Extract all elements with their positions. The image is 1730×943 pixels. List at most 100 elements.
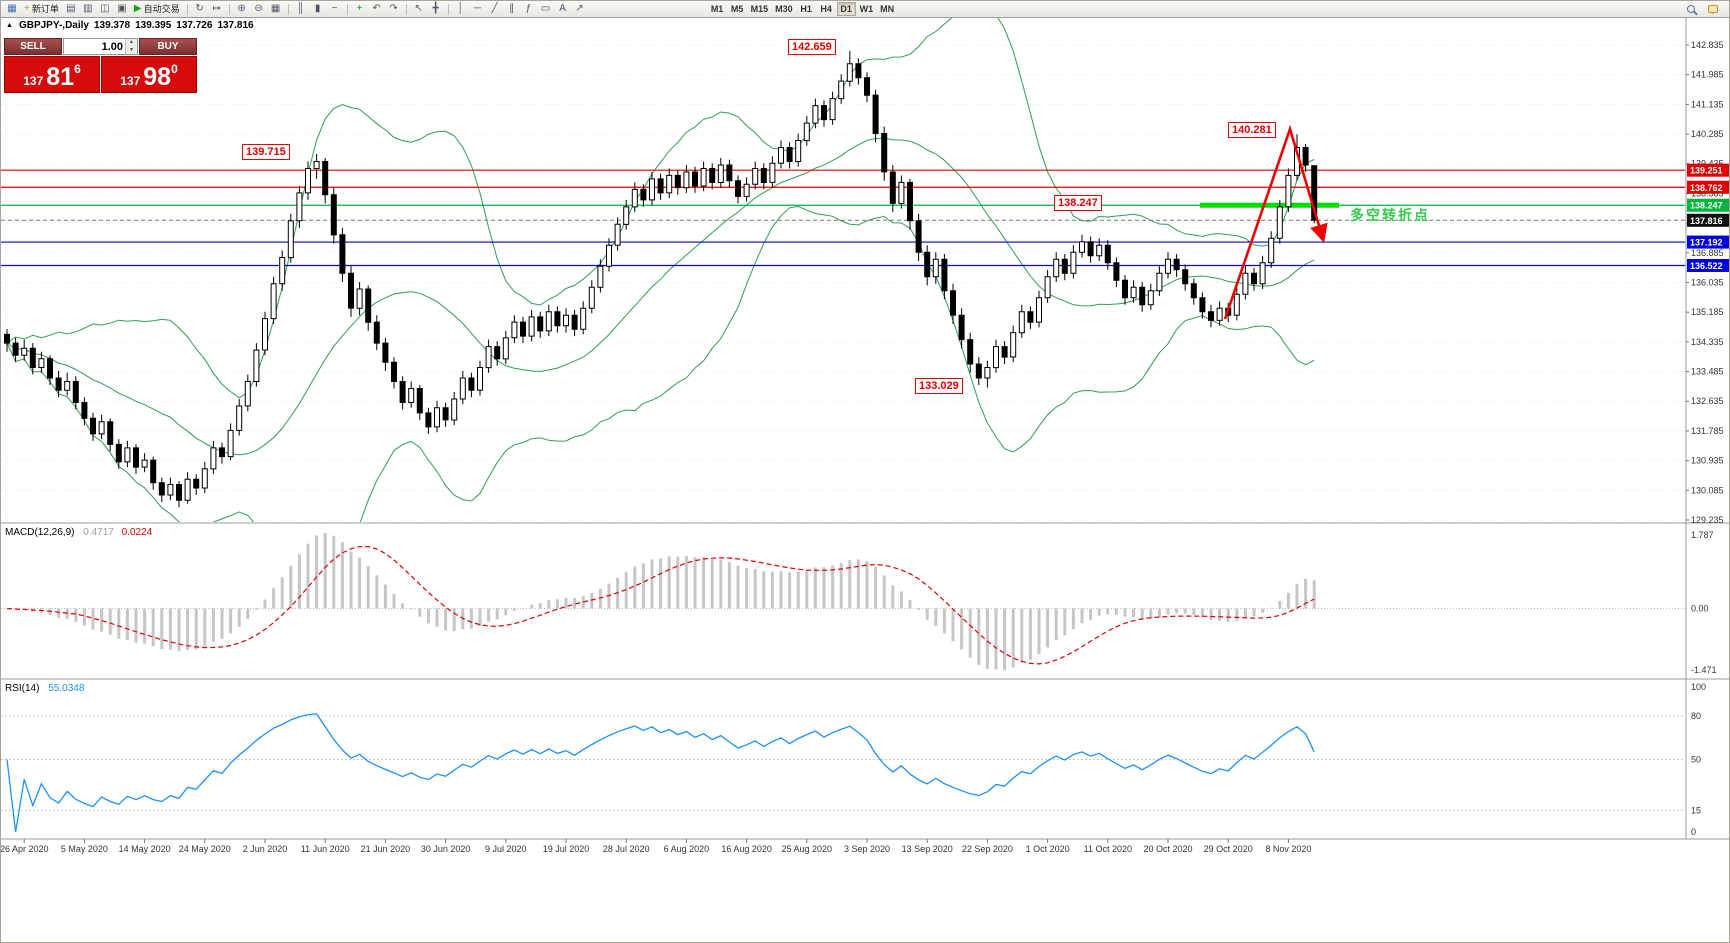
- arrow-polyline[interactable]: [1223, 124, 1328, 320]
- macd-panel: [1, 533, 1685, 670]
- bars-chart-button[interactable]: ║: [293, 2, 309, 16]
- search-button[interactable]: [1683, 2, 1699, 16]
- timeframe-H4-button[interactable]: H4: [817, 2, 836, 16]
- timeframe-MN-button[interactable]: MN: [877, 2, 897, 16]
- volume-value: 1.00: [101, 40, 123, 53]
- cursor-button[interactable]: ↖: [411, 2, 427, 16]
- quote-low: 137.726: [176, 20, 213, 31]
- timeframe-M15-button[interactable]: M15: [748, 2, 772, 16]
- autotrading-button[interactable]: ▶ 自动交易: [131, 2, 183, 16]
- chart-shift-button[interactable]: ↦: [209, 2, 225, 16]
- candles-chart-button[interactable]: ▮: [310, 2, 326, 16]
- svg-text:24 May 2020: 24 May 2020: [179, 844, 231, 854]
- timeframe-M30-button[interactable]: M30: [772, 2, 796, 16]
- buy-price-point: 0: [171, 62, 178, 76]
- price-axis[interactable]: 142.835141.985141.135140.285139.435138.5…: [1686, 40, 1730, 837]
- vertical-line-button[interactable]: │: [453, 2, 469, 16]
- data-window-button[interactable]: ▥: [80, 2, 96, 16]
- zoom-out-button[interactable]: ⊖: [251, 2, 267, 16]
- trendline-button[interactable]: ╱: [487, 2, 503, 16]
- quote-open: 139.378: [93, 20, 131, 31]
- svg-text:11 Oct 2020: 11 Oct 2020: [1084, 844, 1132, 854]
- rsi-line: [6, 713, 1315, 833]
- new-order-button[interactable]: + 新订单: [21, 2, 62, 16]
- rsi-value: 55.0348: [48, 683, 85, 694]
- svg-text:138.762: 138.762: [1690, 183, 1723, 193]
- macd-histogram: [14, 533, 1316, 670]
- horizontal-line-button[interactable]: ─: [470, 2, 486, 16]
- svg-text:30 Jun 2020: 30 Jun 2020: [421, 844, 471, 854]
- svg-text:19 Jul 2020: 19 Jul 2020: [543, 844, 590, 854]
- svg-text:6 Aug 2020: 6 Aug 2020: [664, 844, 710, 854]
- timeframe-M5-button[interactable]: M5: [728, 2, 747, 16]
- svg-text:8 Nov 2020: 8 Nov 2020: [1265, 844, 1311, 854]
- timeframe-toolbar: M1 M5 M15 M30 H1 H4 D1 W1 MN: [708, 2, 898, 16]
- price-annotation-140.281[interactable]: 140.281: [1228, 122, 1276, 138]
- add-indicator-button[interactable]: +: [352, 2, 368, 16]
- macd-main-value: 0.4717: [83, 527, 114, 538]
- chat-icon: [1708, 5, 1718, 14]
- new-chart-button[interactable]: ▦: [4, 2, 20, 16]
- arrows-tool-button[interactable]: ↗: [572, 2, 588, 16]
- horizontal-lines[interactable]: [1, 169, 1685, 267]
- chart-shift-icon: ↦: [212, 3, 221, 14]
- shapes-button[interactable]: ▭: [538, 2, 554, 16]
- timeframe-W1-button[interactable]: W1: [857, 2, 877, 16]
- price-annotation-139.715[interactable]: 139.715: [242, 144, 290, 160]
- timeframe-H1-button[interactable]: H1: [797, 2, 816, 16]
- fibonacci-icon: ƒ: [525, 3, 532, 14]
- svg-text:136.522: 136.522: [1690, 261, 1723, 271]
- macd-signal-line: [6, 546, 1315, 665]
- timeframe-M1-button[interactable]: M1: [708, 2, 727, 16]
- timeframe-D1-button[interactable]: D1: [836, 2, 856, 16]
- svg-text:142.835: 142.835: [1691, 40, 1724, 50]
- zoom-in-button[interactable]: ⊕: [234, 2, 250, 16]
- line-chart-button[interactable]: ~: [327, 2, 343, 16]
- svg-text:80: 80: [1691, 711, 1701, 721]
- terminal-button[interactable]: ▣: [114, 2, 130, 16]
- svg-text:133.485: 133.485: [1691, 367, 1724, 377]
- volume-down-button[interactable]: ▼: [126, 46, 137, 54]
- buy-price-display[interactable]: 137 98 0: [101, 56, 197, 93]
- price-annotation-138.247[interactable]: 138.247: [1054, 195, 1102, 211]
- bollinger-upper: [6, 18, 1315, 399]
- trendline-icon: ╱: [491, 3, 498, 14]
- sell-button[interactable]: SELL: [4, 38, 62, 55]
- svg-text:0: 0: [1691, 827, 1696, 837]
- auto-scroll-button[interactable]: ↻: [192, 2, 208, 16]
- trend-arrow[interactable]: [1223, 124, 1328, 320]
- sell-price-display[interactable]: 137 81 6: [4, 56, 100, 93]
- tile-windows-button[interactable]: ▦: [268, 2, 284, 16]
- svg-text:1.787: 1.787: [1691, 530, 1714, 540]
- channel-button[interactable]: ∥: [504, 2, 520, 16]
- annotation-text[interactable]: 多空转折点: [1350, 207, 1430, 223]
- one-click-collapse-button[interactable]: ▲: [6, 22, 13, 29]
- svg-text:136.885: 136.885: [1691, 248, 1724, 258]
- candles-chart-icon: ▮: [314, 3, 321, 14]
- svg-text:-1.471: -1.471: [1691, 665, 1717, 675]
- svg-text:29 Oct 2020: 29 Oct 2020: [1204, 844, 1253, 854]
- redo-button[interactable]: ↷: [386, 2, 402, 16]
- date-axis[interactable]: 26 Apr 2020 5 May 2020 14 May 2020 24 May 2…: [1, 839, 1311, 854]
- svg-text:140.285: 140.285: [1691, 129, 1724, 139]
- volume-up-button[interactable]: ▲: [126, 39, 137, 47]
- market-watch-button[interactable]: ▤: [63, 2, 79, 16]
- crosshair-button[interactable]: ╋: [428, 2, 444, 16]
- text-tool-button[interactable]: A: [555, 2, 571, 16]
- price-annotation-142.659[interactable]: 142.659: [788, 39, 836, 55]
- fibonacci-button[interactable]: ƒ: [521, 2, 537, 16]
- community-button[interactable]: [1705, 2, 1721, 16]
- svg-text:50: 50: [1691, 755, 1701, 765]
- zoom-out-icon: ⊖: [254, 3, 263, 14]
- price-annotation-133.029[interactable]: 133.029: [915, 378, 963, 394]
- buy-button[interactable]: BUY: [139, 38, 197, 55]
- undo-button[interactable]: ↶: [369, 2, 385, 16]
- svg-text:131.785: 131.785: [1691, 426, 1724, 436]
- sell-price-point: 6: [74, 62, 81, 76]
- volume-input[interactable]: 1.00 ▲ ▼: [63, 38, 138, 55]
- axis-label-138.762: [1687, 180, 1729, 194]
- redo-icon: ↷: [389, 3, 398, 14]
- navigator-button[interactable]: ◫: [97, 2, 113, 16]
- svg-text:130.935: 130.935: [1691, 456, 1724, 466]
